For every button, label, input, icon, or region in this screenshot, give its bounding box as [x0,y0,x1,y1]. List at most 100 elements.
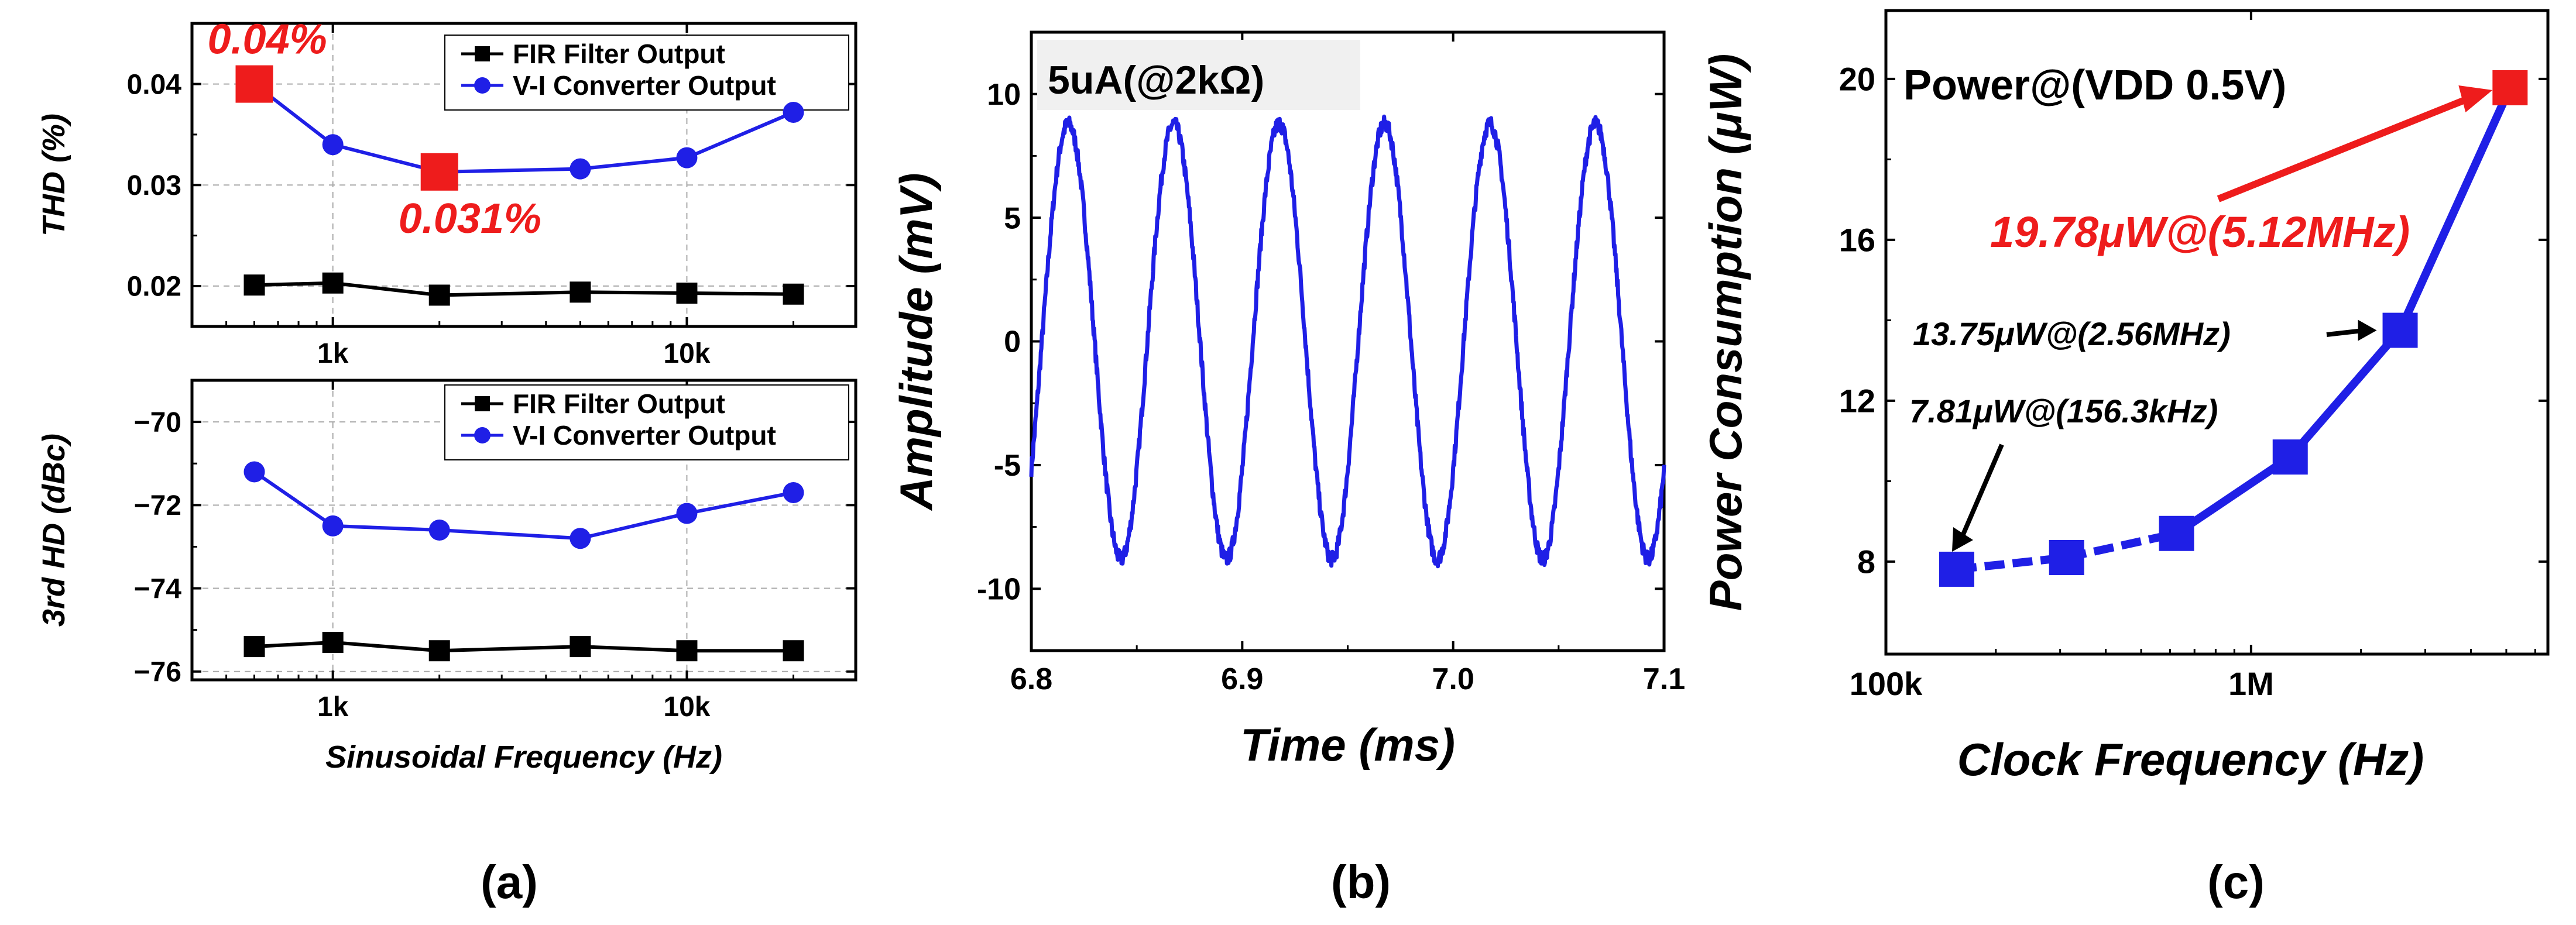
y-axis-label: Power Consumption (μW) [1700,54,1751,611]
power-point [2492,70,2528,105]
x-tick-label: 1M [2228,665,2274,702]
legend-entry: FIR Filter Output [513,388,725,419]
y-tick-label: −74 [134,573,182,604]
annotation-arrowhead [1952,527,1974,552]
highlight-label: 0.04% [207,16,327,63]
chart-title: 5uA(@2kΩ) [1048,58,1264,102]
y-tick-label: 20 [1839,60,1875,97]
y-axis-label: Amplitude (mV) [890,173,942,511]
axes-frame [1884,9,2550,656]
axes-frame [190,379,857,682]
y-tick-label: 16 [1839,221,1875,258]
power-line-segment [2066,529,2178,562]
x-tick-label: 1k [317,338,349,369]
x-tick-label: 10k [663,338,710,369]
annotation-label: 7.81μW@(156.3kHz) [1909,393,2218,429]
vi-thd-line [253,82,794,174]
legend-entry: V-I Converter Output [513,70,776,101]
vi-hd3-point [322,515,344,537]
power-line-segment [1956,553,2067,573]
legend-marker-square [475,46,490,61]
chart-c-power: 8 12 16 20 100k 1M Power Consumption (μW) Clock… [1700,9,2550,785]
power-point [1939,551,1975,587]
legend-entry: FIR Filter Output [513,39,725,69]
x-axis-label: Time (ms) [1240,719,1455,771]
fir-thd-line [254,281,794,297]
fir-thd-point [570,281,591,303]
axes-frame [190,22,857,328]
vi-hd3-point [243,461,265,483]
power-point [2382,312,2418,348]
legend-entry: V-I Converter Output [513,420,776,451]
fir-hd3-point [428,640,450,662]
power-line-segment [2174,453,2293,537]
highlight-marker [420,153,458,191]
power-point [2049,540,2084,575]
fir-hd3-line [254,640,794,653]
legend-marker-square [475,396,490,411]
chart-b-waveform: -10 -5 0 5 10 6.8 6.9 7.0 7.1 Amplitude (mV) Time … [890,30,1685,771]
legend-marker-circle [474,77,490,94]
chart-a-thd: 0.02 0.03 0.04 1k 10k THD (%) FIR Filter Outpu… [36,16,857,369]
highlight-marker [235,65,273,103]
fir-hd3-point [243,636,265,658]
y-tick-label: -5 [994,449,1021,483]
x-tick-label: 7.0 [1432,662,1474,696]
vi-hd3-point [783,482,804,503]
y-tick-label: -10 [977,573,1021,607]
annotation-arrowhead [2358,319,2377,341]
chart-a-3rd-hd: −76 −74 −72 −70 1k 10k 3rd HD (dBc) Sinusoidal … [36,379,857,775]
power-line-segment [2287,327,2403,460]
annotation-arrowhead [2458,85,2493,112]
annotation-bg [1902,383,2253,436]
fir-thd-point [428,284,450,306]
y-tick-label: −72 [134,490,181,521]
fir-thd-point [676,283,698,304]
x-axis-label: Clock Frequency (Hz) [1957,734,2424,785]
panel-label-c: (c) [2207,856,2265,908]
vi-thd-point [322,134,344,156]
vi-thd-point [570,158,591,180]
x-tick-label: 1k [317,692,349,723]
y-tick-label: 10 [987,78,1021,112]
power-line-segment [2396,86,2514,332]
fir-thd-point [322,272,344,294]
vi-thd-point [783,101,804,123]
annotation-arrow-shaft [2217,92,2476,202]
y-tick-label: 0 [1004,325,1021,359]
y-tick-label: 0.03 [127,170,181,201]
x-tick-label: 6.9 [1221,662,1263,696]
x-axis-label: Sinusoidal Frequency (Hz) [325,740,722,775]
x-tick-label: 7.1 [1643,662,1685,696]
y-tick-label: −76 [134,657,181,688]
waveform-trace [1029,114,1666,569]
y-tick-label: 8 [1857,543,1875,580]
y-tick-label: 0.04 [127,69,182,100]
power-point [2159,515,2194,551]
x-tick-label: 100k [1850,665,1923,702]
legend-marker-circle [474,427,490,443]
chart-title: Power@(VDD 0.5V) [1903,62,2286,109]
x-tick-label: 10k [663,692,710,723]
fir-hd3-point [676,640,698,662]
panel-label-a: (a) [481,856,538,908]
annotation-bg [1905,307,2325,360]
annotation-label: 19.78μW@(5.12MHz) [1990,208,2410,256]
legend-box [444,384,849,460]
highlight-label: 0.031% [399,195,541,242]
annotation-label: 13.75μW@(2.56MHz) [1913,315,2231,352]
x-tick-label: 6.8 [1010,662,1052,696]
fir-thd-point [243,274,265,296]
legend-box [444,35,849,111]
y-tick-label: 0.02 [127,271,181,302]
fir-hd3-point [570,636,591,658]
fir-hd3-point [783,640,804,662]
y-axis-label: 3rd HD (dBc) [36,434,71,627]
vi-hd3-point [676,503,698,524]
vi-hd3-line [253,470,794,541]
fir-hd3-point [322,632,344,653]
power-point [2272,439,2308,475]
fir-thd-point [783,283,804,305]
y-tick-label: 5 [1004,201,1021,235]
